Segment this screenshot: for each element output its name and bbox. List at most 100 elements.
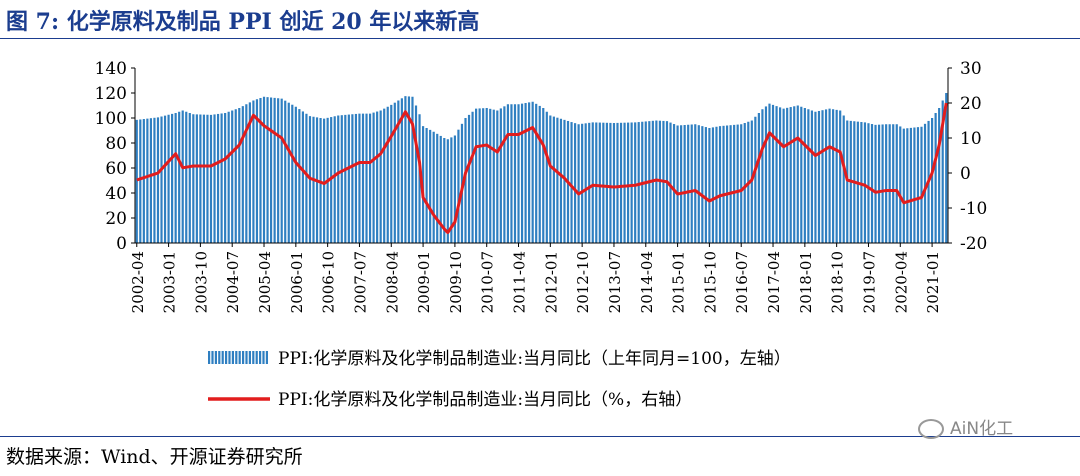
bar [563, 119, 566, 243]
bar [383, 108, 386, 244]
x-tick-label: 2003-01 [161, 251, 179, 313]
bar [722, 125, 725, 243]
bar [216, 113, 220, 243]
legend-swatch-stripe [238, 351, 241, 364]
legend-swatch-stripe [218, 351, 221, 364]
bar [870, 124, 874, 243]
bar [199, 114, 202, 243]
x-tick-label: 2018-01 [797, 251, 815, 313]
watermark: AiN化工 [918, 414, 1013, 439]
bar [793, 106, 796, 243]
bar [895, 124, 898, 243]
x-tick-label: 2010-07 [479, 251, 497, 313]
bar [160, 116, 163, 243]
bar [209, 114, 213, 244]
left-tick-label: 40 [105, 184, 127, 204]
bar [909, 127, 912, 243]
bar [231, 110, 234, 243]
bar [142, 119, 145, 243]
bar [171, 113, 174, 244]
bar [513, 104, 517, 243]
bar [733, 124, 736, 243]
bar [655, 120, 658, 243]
bar [779, 107, 782, 244]
bar [877, 124, 881, 243]
bar [535, 103, 538, 243]
bar [262, 96, 266, 243]
bar [149, 118, 152, 243]
bar [934, 113, 937, 243]
bar [361, 113, 365, 244]
bar [775, 106, 778, 244]
bar [683, 125, 686, 243]
bar [139, 119, 142, 243]
left-tick-label: 60 [105, 159, 127, 179]
axes: 0 20 40 60 80 100 120 140 -20 -10 0 10 20 30 2002-04 20… [95, 59, 988, 313]
x-tick-label: 2009-10 [447, 251, 465, 313]
bar [757, 113, 760, 243]
bar [414, 105, 418, 243]
bar [368, 113, 372, 244]
bar [835, 109, 838, 244]
bar [163, 115, 167, 244]
source-note: 数据来源：Wind、开源证券研究所 [6, 446, 303, 468]
bar [418, 114, 421, 243]
right-tick-label: 10 [960, 129, 982, 149]
bar [195, 114, 198, 244]
x-tick-label: 2005-04 [256, 251, 274, 313]
bar [475, 108, 478, 244]
x-tick-label: 2002-04 [129, 251, 147, 313]
legend-label: PPI:化学原料及化学制品制造业:当月同比（上年同月=100，左轴） [278, 349, 791, 369]
bar [425, 128, 428, 243]
legend-swatch-stripe [214, 351, 217, 364]
bar [174, 113, 177, 243]
legend-swatch-stripe [255, 351, 258, 364]
bar [715, 126, 718, 243]
x-tick-label: 2006-10 [320, 251, 338, 313]
bar [245, 104, 248, 243]
bar [916, 127, 920, 244]
bar [269, 97, 273, 243]
bar [842, 115, 845, 243]
bar [333, 116, 336, 243]
bar [213, 114, 216, 243]
bar [630, 122, 633, 243]
bar [446, 139, 449, 243]
bar [379, 110, 382, 243]
bar [280, 98, 283, 244]
x-tick-label: 2016-07 [733, 251, 751, 313]
legend-swatch-stripe [211, 351, 214, 364]
series-line [136, 102, 948, 234]
bar [224, 113, 227, 243]
bar [259, 98, 262, 243]
bar [690, 124, 693, 243]
legend-swatch-stripe [252, 351, 255, 364]
bar [828, 108, 831, 244]
bar [669, 122, 672, 243]
bar [672, 124, 676, 243]
bar [185, 111, 188, 243]
bar [206, 114, 209, 243]
legend: PPI:化学原料及化学制品制造业:当月同比（上年同月=100，左轴） PPI:化学… [208, 349, 791, 410]
bar [687, 124, 690, 243]
bar [764, 106, 768, 243]
bar [581, 123, 584, 243]
bar [457, 129, 460, 243]
bar [800, 106, 803, 243]
left-tick-label: 80 [105, 134, 127, 154]
bar [471, 111, 474, 243]
left-tick-label: 140 [95, 59, 127, 79]
bar [595, 122, 598, 243]
bar [499, 108, 502, 243]
bar [248, 102, 251, 244]
legend-swatch-stripe [235, 351, 238, 364]
bar [351, 114, 354, 243]
bar [273, 97, 276, 244]
legend-swatch-stripe [262, 351, 265, 364]
bar [277, 98, 280, 243]
bar [874, 124, 877, 243]
x-tick-label: 2009-01 [415, 251, 433, 313]
bar [305, 113, 308, 243]
bar [612, 123, 616, 243]
bar [255, 99, 259, 243]
